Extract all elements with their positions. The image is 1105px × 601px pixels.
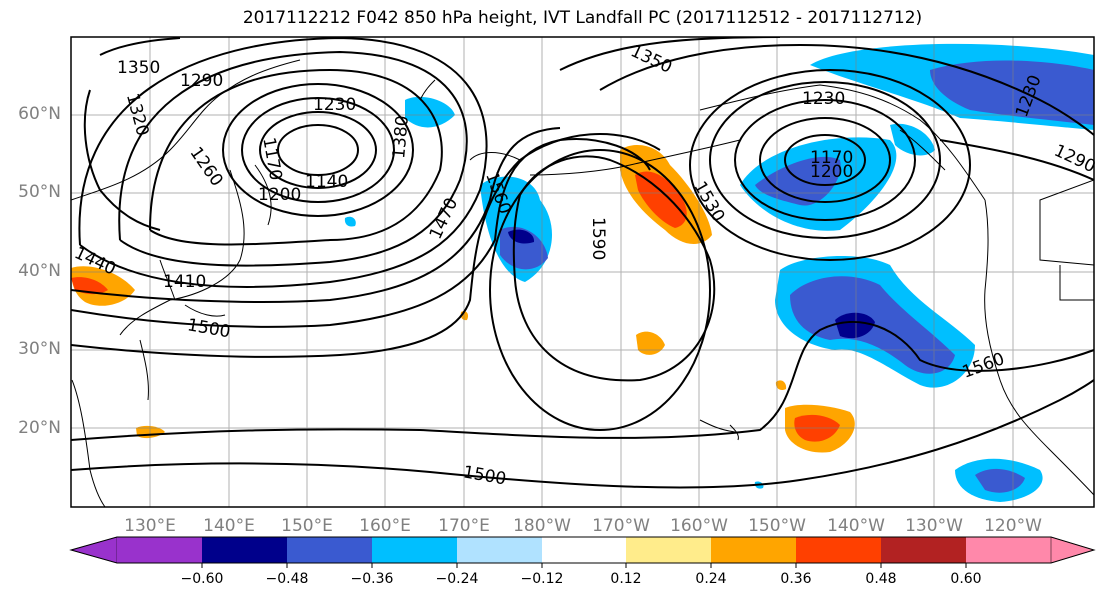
colorbar-segment (457, 537, 542, 563)
negative-anomaly-patch (930, 60, 1094, 125)
colorbar-segment (796, 537, 881, 563)
contour-line (78, 37, 488, 288)
lat-label-20n: 20°N (18, 418, 61, 438)
negative-anomaly-patch (835, 312, 875, 339)
contour-line (71, 321, 1094, 441)
colorbar-tick-label: −0.36 (350, 571, 394, 587)
colorbar-segment (287, 537, 372, 563)
contour-label: 1410 (163, 272, 206, 292)
contour-label: 1230 (313, 95, 356, 115)
colorbar-segment (626, 537, 711, 563)
positive-anomaly-patch (636, 331, 665, 355)
contour-line (259, 111, 377, 189)
contour-line (71, 379, 1094, 489)
lat-label-50n: 50°N (18, 182, 61, 202)
colorbar-segment (117, 537, 202, 563)
contour-line (512, 155, 716, 382)
coastlines (71, 59, 1094, 507)
colorbar-segment (711, 537, 796, 563)
contour-line (83, 89, 161, 231)
colorbar-tick-label: 0.24 (695, 571, 727, 587)
colorbar-tick-label: −0.12 (520, 571, 564, 587)
lon-label-130e: 130°E (124, 516, 176, 536)
colorbar-tick-label: 0.60 (950, 571, 982, 587)
contour-line (71, 133, 661, 358)
lon-label-170e: 170°E (438, 516, 490, 536)
colorbar-segment (966, 537, 1051, 563)
contour-line (71, 127, 561, 303)
positive-anomaly-patch (775, 380, 787, 391)
height-contours (71, 37, 1094, 489)
colorbar-segment (202, 537, 287, 563)
contour-line (241, 97, 395, 203)
colorbar-tick-label: 0.36 (780, 571, 812, 587)
ivt-shading (71, 43, 1094, 502)
contour-line (939, 139, 1094, 181)
contour-label: 1170 (258, 136, 285, 182)
lon-label-130w: 130°W (905, 516, 963, 536)
colorbar-segment (70, 536, 118, 564)
lat-label-40n: 40°N (18, 261, 61, 281)
lon-label-150w: 150°W (748, 516, 806, 536)
contour-line (99, 37, 181, 56)
contour-label: 1230 (802, 89, 845, 109)
contour-line (784, 134, 866, 186)
colorbar-segment (881, 537, 966, 563)
lon-label-150e: 150°E (281, 516, 333, 536)
negative-anomaly-patch (344, 216, 356, 227)
lon-label-170w: 170°W (592, 516, 650, 536)
contour-line (489, 149, 711, 431)
contour-label: 1170 (810, 148, 853, 168)
colorbar-outline (69, 536, 1096, 564)
lon-label-140e: 140°E (203, 516, 255, 536)
contour-label: 1260 (185, 143, 226, 190)
contour-line (118, 50, 468, 267)
colorbar-segment (542, 537, 626, 563)
contour-label: 1290 (180, 71, 223, 91)
contour-label: 1500 (186, 315, 232, 342)
lon-label-140w: 140°W (827, 516, 885, 536)
colorbar (69, 536, 1096, 568)
colorbar-tick-label: 0.12 (610, 571, 642, 587)
map-frame (70, 36, 1095, 508)
contour-line (149, 68, 443, 246)
lon-label-160w: 160°W (670, 516, 728, 536)
contour-label: 1590 (588, 217, 608, 260)
lat-label-60n: 60°N (18, 104, 61, 124)
colorbar-tick-label: −0.24 (435, 571, 479, 587)
contour-label: 1500 (462, 462, 508, 489)
contour-label: 1470 (426, 195, 462, 243)
contour-line (222, 83, 414, 217)
colorbar-segment (372, 537, 457, 563)
contour-line (709, 81, 941, 239)
contour-label: 1200 (810, 162, 853, 182)
lon-label-160e: 160°E (359, 516, 411, 536)
colorbar-segment (1050, 536, 1095, 564)
contour-label: 1200 (258, 185, 301, 205)
positive-anomaly-patch (71, 277, 108, 295)
lon-label-180w: 180°W (513, 516, 571, 536)
contour-label: 1350 (117, 58, 160, 78)
colorbar-tick-label: −0.60 (180, 571, 224, 587)
contour-line (689, 69, 971, 261)
map-title: 2017112212 F042 850 hPa height, IVT Land… (242, 8, 923, 28)
graticule (71, 37, 1094, 507)
contour-label: 1380 (389, 115, 413, 160)
lat-label-30n: 30°N (18, 339, 61, 359)
contour-line (277, 124, 359, 176)
contour-line (734, 99, 916, 221)
colorbar-tick-label: −0.48 (265, 571, 309, 587)
positive-anomaly-patch (635, 171, 687, 228)
colorbar-tick-label: 0.48 (865, 571, 897, 587)
contour-line (759, 117, 891, 203)
lon-label-120w: 120°W (984, 516, 1042, 536)
contour-label: 1140 (305, 172, 348, 192)
contour-line (599, 43, 1094, 136)
